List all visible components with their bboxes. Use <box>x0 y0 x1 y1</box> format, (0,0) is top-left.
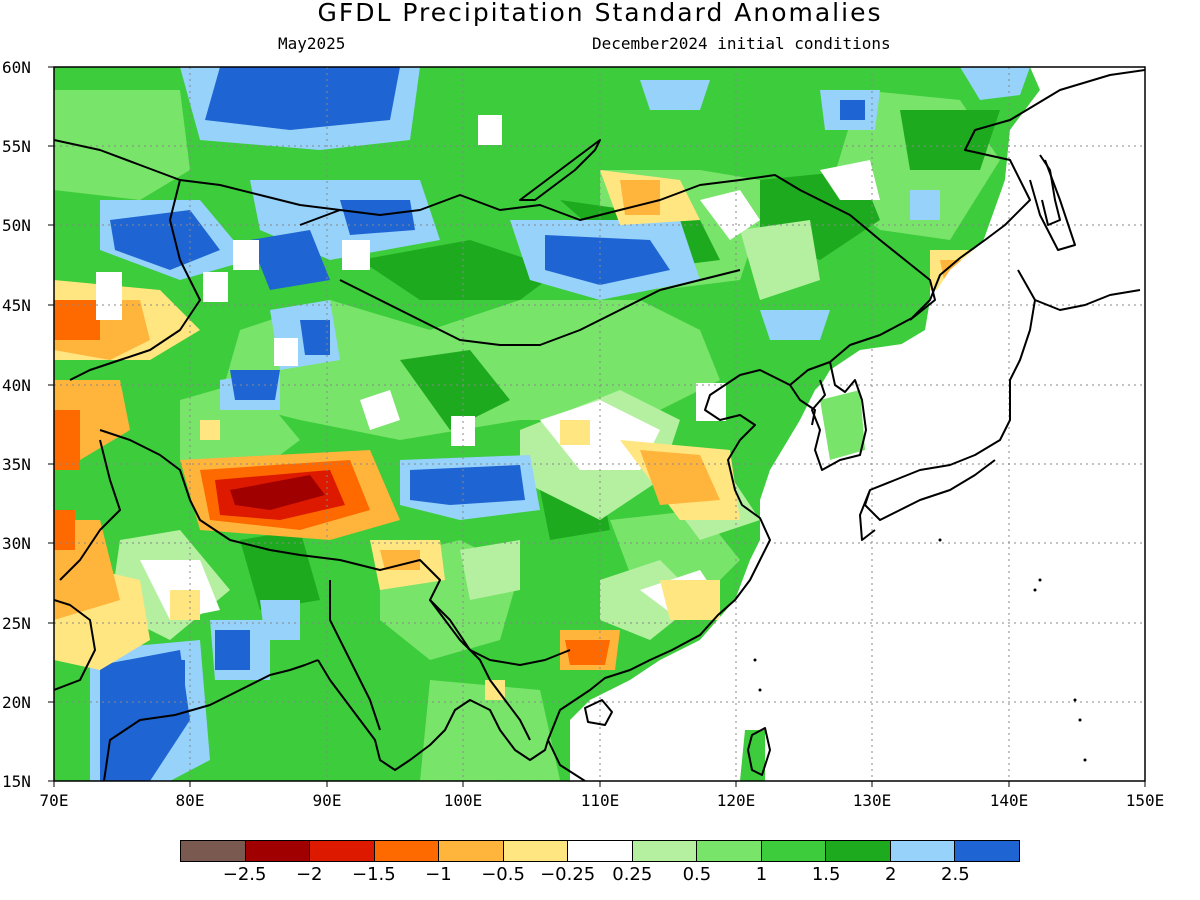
coastline-hainan <box>584 699 613 726</box>
colorbar-swatch <box>632 841 698 861</box>
lat-label-60n: 60N <box>2 58 31 77</box>
coastline-sakhalin <box>1039 154 1061 226</box>
lat-label-20n: 20N <box>2 693 31 712</box>
coastline-india-west <box>54 599 96 691</box>
lat-label-55n: 55N <box>2 137 31 156</box>
colorbar-label: 1 <box>755 864 768 885</box>
lat-label-25n: 25N <box>2 614 31 633</box>
lon-label-80e: 80E <box>175 791 205 810</box>
colorbar-swatch <box>890 841 956 861</box>
colorbar-swatch <box>374 841 440 861</box>
coastline-japan <box>859 159 1141 541</box>
colorbar <box>180 840 1020 862</box>
colorbar-swatch <box>503 841 569 861</box>
lat-label-45n: 45N <box>2 296 31 315</box>
colorbar-swatch <box>245 841 311 861</box>
border-tibet <box>99 429 571 666</box>
border-central-asia <box>69 179 201 381</box>
map-title: GFDL Precipitation Standard Anomalies <box>317 0 883 27</box>
colorbar-label: 0.25 <box>612 864 653 885</box>
lon-label-140e: 140E <box>989 791 1029 810</box>
coastline-bohai <box>789 384 816 426</box>
colorbar-label: 2.5 <box>941 864 970 885</box>
border-china-south <box>339 269 741 346</box>
coastline-indochina <box>317 659 549 771</box>
colorbar-swatch <box>568 841 633 861</box>
colorbar-swatch <box>310 841 375 861</box>
lon-label-110e: 110E <box>580 791 620 810</box>
colorbar-swatch <box>955 841 1019 861</box>
colorbar-label: −1.5 <box>351 864 396 885</box>
colorbar-swatch <box>181 841 246 861</box>
border-mongolia <box>299 174 936 321</box>
lat-label-30n: 30N <box>2 534 31 553</box>
border-india-nepal <box>59 439 121 581</box>
border-laos-vietnam <box>429 599 531 741</box>
coastline-east-asia <box>547 69 1145 781</box>
lon-label-150e: 150E <box>1125 791 1165 810</box>
lon-label-100e: 100E <box>443 791 483 810</box>
colorbar-swatch <box>439 841 504 861</box>
border-myanmar <box>329 580 381 731</box>
coastline-india-east <box>103 659 319 781</box>
colorbar-label: −0.25 <box>540 864 596 885</box>
lon-label-130e: 130E <box>852 791 892 810</box>
colorbar-label: 2 <box>885 864 897 885</box>
colorbar-label: −0.5 <box>481 864 525 885</box>
lat-label-40n: 40N <box>2 376 31 395</box>
colorbar-swatch <box>697 841 762 861</box>
colorbar-label: 1.5 <box>811 864 841 885</box>
lake-baikal <box>519 139 601 201</box>
lon-label-90e: 90E <box>312 791 342 810</box>
colorbar-label: −1 <box>425 864 452 885</box>
colorbar-label: −2 <box>295 864 323 885</box>
lat-label-35n: 35N <box>2 455 31 474</box>
colorbar-label: 0.5 <box>682 864 712 885</box>
border-russia <box>54 139 341 211</box>
forecast-month: May2025 <box>278 34 346 53</box>
colorbar-swatch <box>826 841 891 861</box>
lon-label-120e: 120E <box>716 791 756 810</box>
colorbar-swatch <box>761 841 827 861</box>
lon-label-70e: 70E <box>39 791 69 810</box>
colorbar-label: −2.5 <box>222 864 267 885</box>
coastline-taiwan <box>747 727 771 776</box>
lat-label-50n: 50N <box>2 216 31 235</box>
lat-label-15n: 15N <box>2 772 31 791</box>
initial-conditions: December2024 initial conditions <box>592 34 891 53</box>
